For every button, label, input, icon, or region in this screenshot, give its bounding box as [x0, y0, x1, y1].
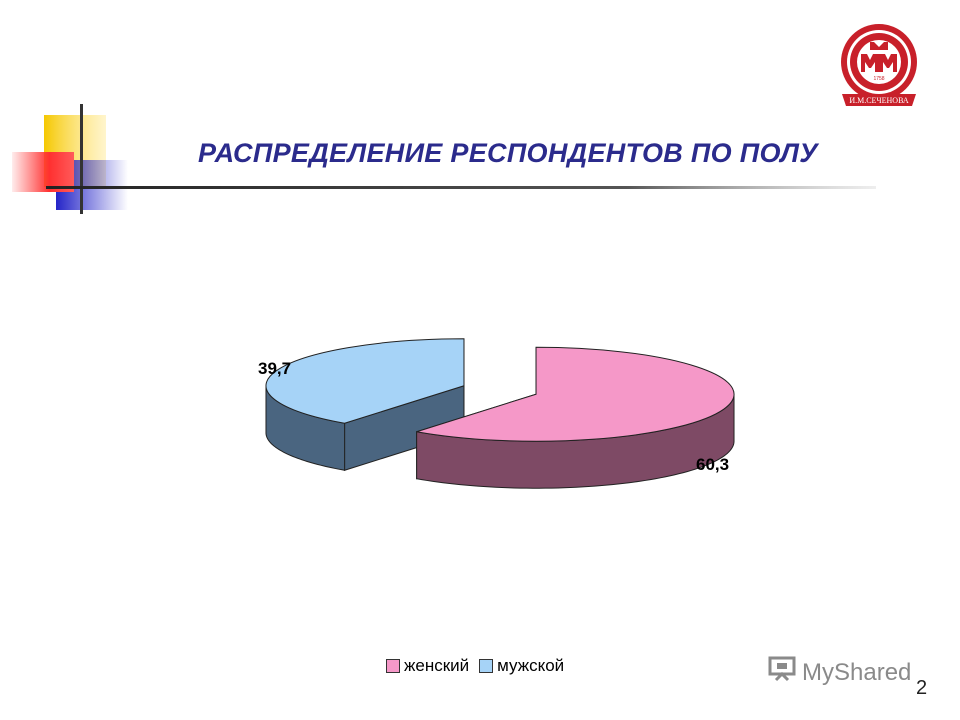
watermark-text: MyShared — [802, 658, 912, 686]
logo-name: И.М.СЕЧЕНОВА — [849, 96, 909, 105]
logo-year: 1758 — [873, 76, 884, 82]
slide-title: РАСПРЕДЕЛЕНИЕ РЕСПОНДЕНТОВ ПО ПОЛУ — [198, 138, 818, 168]
slice-male-top — [265, 338, 465, 424]
legend-swatch-male — [479, 659, 494, 673]
slice-female-top — [416, 346, 735, 442]
legend-swatch-female — [386, 659, 400, 673]
legend-label-male: мужской — [497, 656, 565, 675]
legend-label-female: женский — [404, 656, 470, 675]
data-label-male: 39,7 — [258, 359, 291, 378]
chart-legend: женский мужской — [386, 656, 564, 676]
watermark: MyShared — [768, 654, 911, 691]
page-number: 2 — [916, 677, 928, 699]
legend-item-male: мужской — [479, 656, 564, 676]
presentation-icon — [768, 654, 798, 691]
data-label-female: 60,3 — [696, 455, 729, 474]
university-logo: 1758 И.М.СЕЧЕНОВА — [841, 24, 917, 106]
chart-slices: 60,3 39,7 — [258, 338, 735, 489]
legend-item-female: женский — [386, 656, 469, 676]
